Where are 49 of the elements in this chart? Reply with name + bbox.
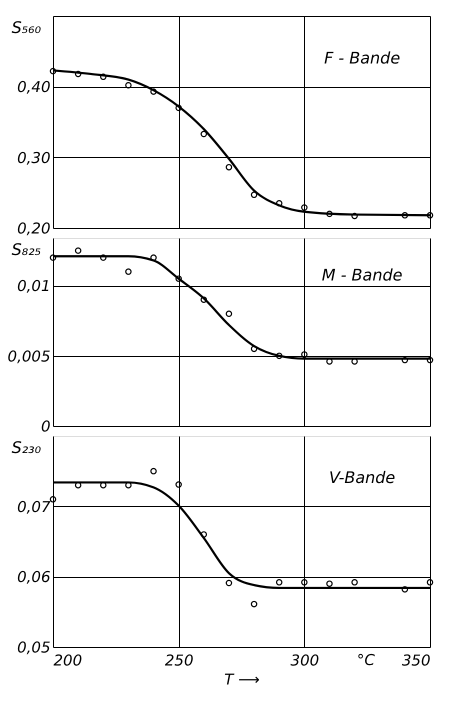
point (250, 192, 258, 198)
point (100, 254, 107, 261)
y-axis-title: S₂₃₀ (12, 438, 42, 457)
point (250, 346, 258, 352)
point (100, 74, 107, 80)
point (125, 268, 132, 275)
y-tick-label: 0,20 (17, 220, 50, 238)
point (426, 212, 434, 219)
point (326, 210, 333, 218)
x-tick-label: 300 (290, 652, 320, 670)
point (175, 104, 182, 112)
x-tick-label: 250 (164, 652, 194, 670)
point (226, 164, 232, 170)
annotation: F - Bande (324, 48, 400, 68)
point (200, 130, 208, 138)
annotation: V-Bande (329, 468, 396, 488)
point (175, 275, 182, 282)
point (150, 88, 157, 95)
y-tick-label: 0,30 (17, 148, 50, 167)
point (301, 351, 308, 358)
point (402, 212, 408, 219)
point (200, 296, 208, 303)
y-tick-label: 0,40 (17, 78, 50, 96)
point (426, 356, 434, 364)
point (276, 352, 282, 360)
point (402, 356, 408, 364)
y-tick-label: 0,005 (8, 347, 50, 366)
y-tick-label: 0,07 (17, 498, 51, 516)
y-axis-title: S₈₂₅ (12, 240, 41, 259)
y-tick-label: 0,06 (17, 568, 50, 586)
point (226, 310, 232, 317)
point (74, 70, 82, 78)
y-tick-label: 0,01 (17, 277, 50, 296)
point (50, 68, 56, 74)
annotation: M - Bande (322, 266, 403, 285)
y-axis-title: S₅₆₀ (12, 18, 42, 37)
x-axis-title: T ⟶ (224, 670, 260, 688)
point (74, 247, 82, 254)
point (351, 212, 358, 220)
point (150, 254, 157, 261)
point (50, 254, 56, 261)
text: °C (356, 651, 376, 669)
point (301, 204, 308, 211)
y-tick-label: 0 (40, 418, 50, 436)
x-tick-label: 200 (54, 652, 82, 670)
point (276, 200, 282, 207)
x-tick-label: 350 (402, 652, 430, 670)
point (125, 82, 132, 88)
y-tick-label: 0,05 (17, 638, 50, 656)
